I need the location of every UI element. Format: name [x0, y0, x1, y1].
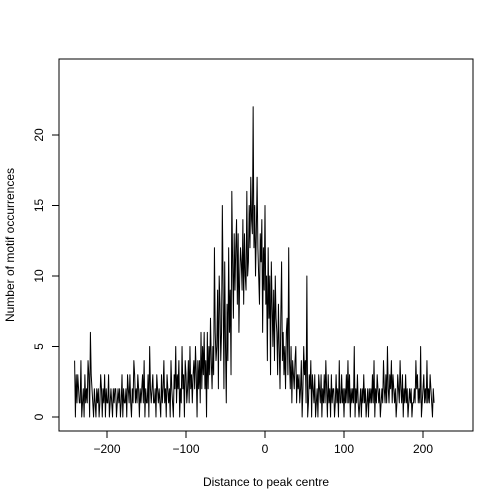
y-tick-label: 20: [32, 128, 46, 142]
y-axis-label: Number of motif occurrences: [3, 168, 17, 322]
series-line: [74, 106, 435, 418]
x-tick-label: 0: [262, 442, 269, 456]
y-axis: 0 5 10 15 20: [32, 128, 60, 420]
y-tick-label: 15: [32, 199, 46, 213]
x-axis: −200 −100 0 100 200: [93, 430, 433, 456]
x-tick-label: −200: [93, 442, 120, 456]
x-tick-label: −100: [172, 442, 199, 456]
x-tick-label: 100: [334, 442, 354, 456]
y-tick-label: 5: [32, 343, 46, 350]
x-tick-label: 200: [413, 442, 433, 456]
x-axis-label: Distance to peak centre: [203, 475, 329, 489]
y-tick-label: 0: [32, 413, 46, 420]
y-tick-label: 10: [32, 269, 46, 283]
